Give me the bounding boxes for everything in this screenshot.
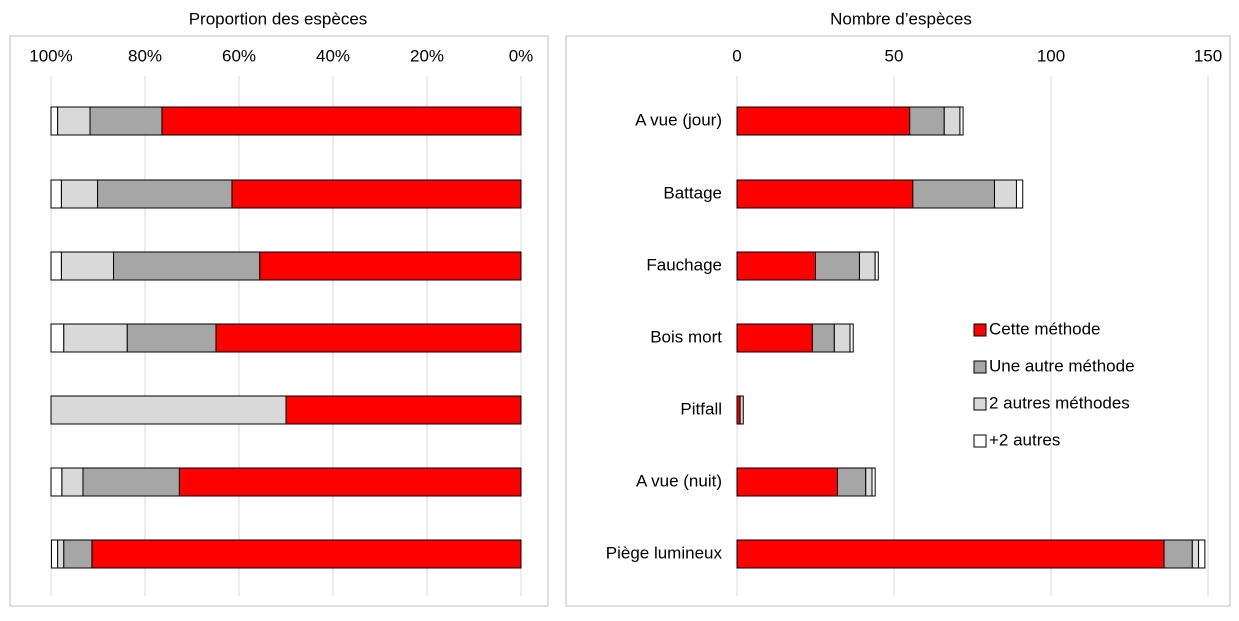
bar-segment bbox=[89, 106, 163, 136]
x-tick-label: 150 bbox=[1194, 46, 1222, 65]
legend-swatch bbox=[973, 434, 987, 448]
bar-segment bbox=[833, 323, 851, 353]
category-label: A vue (jour) bbox=[635, 110, 722, 129]
chart-title: Proportion des espèces bbox=[189, 9, 368, 28]
category-label: Fauchage bbox=[646, 255, 722, 274]
bar-segment bbox=[126, 323, 217, 353]
x-tick-label: 100 bbox=[1037, 46, 1065, 65]
x-tick-label: 0 bbox=[732, 46, 741, 65]
bar-segment bbox=[178, 467, 522, 497]
bar-segment bbox=[874, 251, 879, 281]
bar-segment bbox=[739, 395, 744, 425]
bar-segment bbox=[836, 467, 867, 497]
x-tick-label: 40% bbox=[316, 46, 350, 65]
bar-segment bbox=[849, 323, 854, 353]
x-tick-label: 0% bbox=[509, 46, 534, 65]
legend-swatch bbox=[973, 397, 987, 411]
bar-segment bbox=[943, 106, 961, 136]
bar-segment bbox=[82, 467, 180, 497]
bar-segment bbox=[736, 179, 914, 209]
bar-segment bbox=[50, 323, 65, 353]
bar-segment bbox=[161, 106, 522, 136]
panel-frame bbox=[9, 35, 549, 607]
bar-segment bbox=[871, 467, 876, 497]
legend-swatch bbox=[973, 360, 987, 374]
bar-segment bbox=[61, 467, 84, 497]
bar-segment bbox=[811, 323, 835, 353]
bar-segment bbox=[50, 106, 59, 136]
bar-segment bbox=[50, 539, 59, 569]
legend-label: +2 autres bbox=[989, 430, 1060, 449]
bar-segment bbox=[959, 106, 964, 136]
bar-segment bbox=[993, 179, 1017, 209]
bar-segment bbox=[1198, 539, 1206, 569]
category-label: Pitfall bbox=[680, 399, 722, 418]
legend-swatch bbox=[973, 323, 987, 337]
bar-segment bbox=[909, 106, 945, 136]
bar-segment bbox=[60, 179, 99, 209]
x-tick-label: 80% bbox=[128, 46, 162, 65]
bar-segment bbox=[736, 251, 816, 281]
bar-segment bbox=[50, 251, 62, 281]
bar-segment bbox=[736, 539, 1165, 569]
bar-segment bbox=[736, 106, 911, 136]
bar-segment bbox=[97, 179, 233, 209]
category-label: Battage bbox=[663, 183, 722, 202]
bar-segment bbox=[1015, 179, 1024, 209]
legend-label: Une autre méthode bbox=[989, 356, 1135, 375]
bar-segment bbox=[736, 323, 813, 353]
legend-label: 2 autres méthodes bbox=[989, 393, 1130, 412]
bar-segment bbox=[231, 179, 522, 209]
bar-segment bbox=[912, 179, 995, 209]
category-label: Bois mort bbox=[650, 327, 722, 346]
x-tick-label: 60% bbox=[222, 46, 256, 65]
bar-segment bbox=[50, 179, 62, 209]
bar-segment bbox=[865, 467, 873, 497]
category-label: A vue (nuit) bbox=[636, 471, 722, 490]
bar-segment bbox=[858, 251, 876, 281]
category-label: Piège lumineux bbox=[606, 543, 723, 562]
bar-segment bbox=[57, 539, 65, 569]
x-tick-label: 20% bbox=[410, 46, 444, 65]
bar-segment bbox=[63, 323, 128, 353]
bar-segment bbox=[259, 251, 522, 281]
bar-segment bbox=[113, 251, 261, 281]
bar-segment bbox=[60, 251, 115, 281]
chart-title: Nombre d’espèces bbox=[830, 9, 972, 28]
x-tick-label: 100% bbox=[29, 46, 72, 65]
bar-segment bbox=[736, 467, 838, 497]
bar-segment bbox=[63, 539, 93, 569]
bar-segment bbox=[1191, 539, 1200, 569]
bar-segment bbox=[50, 395, 287, 425]
panel-frame bbox=[565, 35, 1231, 607]
legend-label: Cette méthode bbox=[989, 319, 1101, 338]
bar-segment bbox=[91, 539, 522, 569]
bar-segment bbox=[1163, 539, 1193, 569]
bar-segment bbox=[57, 106, 91, 136]
bar-segment bbox=[50, 467, 63, 497]
x-tick-label: 50 bbox=[885, 46, 904, 65]
bar-segment bbox=[815, 251, 860, 281]
bar-segment bbox=[285, 395, 522, 425]
bar-segment bbox=[215, 323, 522, 353]
